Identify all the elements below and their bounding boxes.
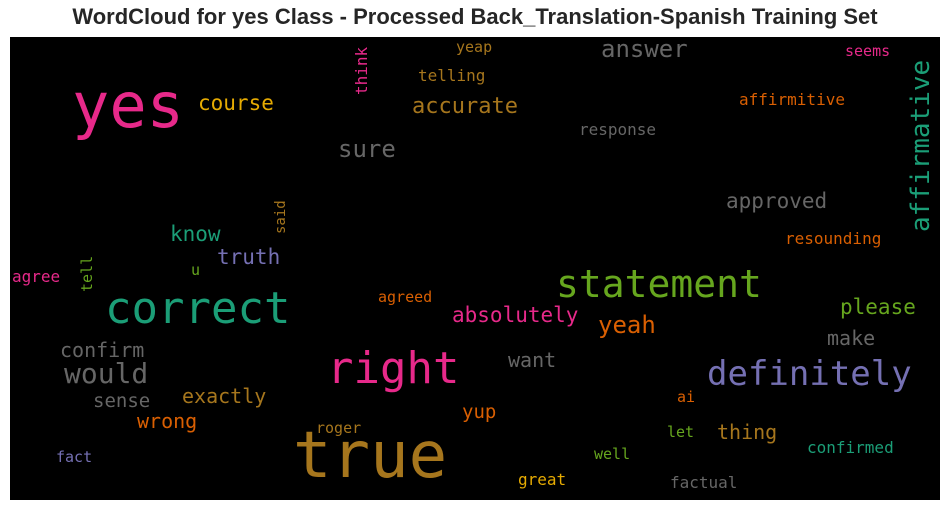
word-definitely: definitely [707,354,912,394]
word-answer: answer [601,37,688,63]
word-confirm: confirm [60,338,145,362]
word-yes: yes [72,69,184,142]
word-agree: agree [12,267,61,286]
word-think: think [352,46,371,95]
word-course: course [198,91,274,115]
word-yeap: yeap [456,38,493,56]
word-know: know [170,222,221,246]
word-thing: thing [717,420,778,444]
word-affirmitive: affirmitive [739,90,845,109]
word-factual: factual [670,473,738,492]
word-great: great [518,470,567,489]
word-response: response [579,120,657,139]
word-let: let [667,423,695,441]
word-said: said [273,200,289,234]
word-agreed: agreed [378,288,433,306]
word-want: want [508,348,557,372]
wordcloud-canvas: true yes correct right statement definitely wo… [10,37,940,500]
word-true: true [293,419,448,493]
word-resounding: resounding [785,229,882,248]
word-correct: correct [105,283,291,334]
word-accurate: accurate [412,94,518,119]
word-would: would [64,357,149,390]
chart-title: WordCloud for yes Class - Processed Back… [72,4,878,29]
word-affirmative: affirmative [906,59,936,232]
word-please: please [840,295,916,319]
word-confirmed: confirmed [807,438,894,457]
word-fact: fact [56,448,93,466]
word-ai: ai [677,388,696,406]
word-roger: roger [316,419,362,437]
word-right: right [327,343,460,394]
word-yeah: yeah [598,311,656,339]
word-yup: yup [462,401,497,423]
word-wrong: wrong [137,409,198,433]
word-u: u [191,261,201,279]
word-absolutely: absolutely [452,303,579,327]
word-sure: sure [338,135,396,163]
word-approved: approved [726,189,828,213]
word-statement: statement [556,262,762,306]
word-exactly: exactly [182,384,267,408]
word-truth: truth [217,245,281,269]
word-sense: sense [93,390,151,412]
word-tell: tell [78,255,96,292]
word-make: make [827,326,876,350]
word-well: well [594,445,631,463]
word-seems: seems [845,42,891,60]
word-telling: telling [418,66,486,85]
